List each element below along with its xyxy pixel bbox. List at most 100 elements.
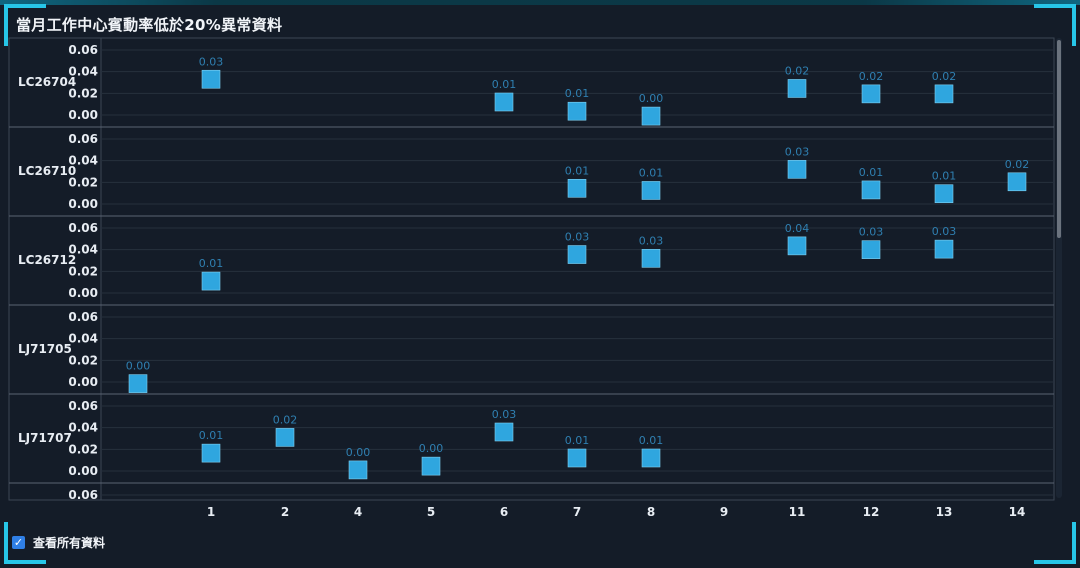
data-point bbox=[641, 181, 661, 200]
data-point bbox=[348, 460, 368, 480]
x-tick-label: 1 bbox=[207, 505, 215, 519]
y-tick-label: 0.06 bbox=[68, 43, 98, 57]
data-point bbox=[787, 236, 807, 256]
data-label: 0.03 bbox=[785, 145, 810, 158]
y-tick-label: 0.00 bbox=[68, 197, 98, 211]
panel-label: LJ71705 bbox=[18, 342, 72, 356]
data-point bbox=[641, 448, 661, 468]
y-tick-label: 0.02 bbox=[68, 175, 98, 189]
y-tick-label: 0.00 bbox=[68, 108, 98, 122]
data-point bbox=[567, 245, 587, 264]
data-point bbox=[861, 240, 881, 259]
show-all-label: 查看所有資料 bbox=[33, 536, 106, 550]
data-point bbox=[934, 239, 954, 259]
data-label: 0.03 bbox=[639, 234, 664, 247]
data-point bbox=[934, 84, 954, 104]
frame-corner-top-right bbox=[1034, 4, 1076, 46]
frame-corner-bottom-left bbox=[4, 522, 46, 564]
frame-top-edge bbox=[0, 0, 1080, 5]
y-tick-label: 0.06 bbox=[68, 399, 98, 413]
y-tick-label: 0.00 bbox=[68, 286, 98, 300]
data-label: 0.03 bbox=[859, 226, 884, 239]
x-tick-label: 7 bbox=[573, 505, 581, 519]
data-point bbox=[934, 184, 954, 204]
y-tick-label: 0.04 bbox=[68, 421, 98, 435]
show-all-toggle[interactable]: ✓ 查看所有資料 bbox=[12, 534, 105, 551]
x-tick-label: 5 bbox=[427, 505, 435, 519]
data-label: 0.00 bbox=[639, 92, 664, 105]
chart-title: 當月工作中心賓動率低於20%異常資料 bbox=[16, 16, 283, 34]
panel-label: LJ71707 bbox=[18, 431, 72, 445]
data-label: 0.03 bbox=[492, 408, 517, 421]
y-tick-label: 0.00 bbox=[68, 464, 98, 478]
data-label: 0.00 bbox=[346, 446, 371, 459]
data-point bbox=[201, 443, 221, 463]
y-tick-label: 0.04 bbox=[68, 243, 98, 257]
data-label: 0.03 bbox=[565, 231, 590, 244]
data-label: 0.03 bbox=[199, 55, 224, 68]
y-tick-label: 0.02 bbox=[68, 86, 98, 100]
data-point bbox=[494, 422, 514, 442]
chart-scrollbar-thumb[interactable] bbox=[1057, 40, 1061, 238]
data-label: 0.01 bbox=[565, 164, 590, 177]
panel-label: LC26704 bbox=[18, 75, 76, 89]
data-label: 0.03 bbox=[932, 225, 957, 238]
data-label: 0.02 bbox=[859, 70, 884, 83]
data-point bbox=[861, 84, 881, 104]
data-label: 0.00 bbox=[126, 360, 151, 373]
data-point bbox=[861, 180, 881, 200]
show-all-checkbox[interactable]: ✓ bbox=[12, 536, 25, 549]
data-point bbox=[128, 374, 148, 393]
panel-label: LC26712 bbox=[18, 253, 76, 267]
data-label: 0.01 bbox=[932, 170, 957, 183]
frame-corner-top-left bbox=[4, 4, 46, 46]
y-tick-label: 0.02 bbox=[68, 264, 98, 278]
x-tick-label: 11 bbox=[789, 505, 806, 519]
plot-border bbox=[8, 37, 1055, 501]
data-label: 0.01 bbox=[565, 87, 590, 100]
data-label: 0.02 bbox=[932, 70, 957, 83]
data-point bbox=[275, 428, 295, 447]
data-label: 0.02 bbox=[1005, 158, 1030, 171]
data-point bbox=[201, 271, 221, 291]
data-point bbox=[1007, 172, 1027, 192]
data-label: 0.01 bbox=[639, 166, 664, 179]
x-tick-label: 14 bbox=[1009, 505, 1026, 519]
data-label: 0.02 bbox=[273, 413, 298, 426]
data-label: 0.01 bbox=[565, 434, 590, 447]
y-tick-label: 0.04 bbox=[68, 65, 98, 79]
chart-scrollbar-track[interactable] bbox=[1056, 38, 1062, 498]
data-point bbox=[787, 160, 807, 179]
data-point bbox=[494, 92, 514, 112]
data-point bbox=[641, 249, 661, 268]
y-tick-label: 0.02 bbox=[68, 353, 98, 367]
x-tick-label: 12 bbox=[863, 505, 880, 519]
y-tick-label: 0.04 bbox=[68, 154, 98, 168]
y-tick-label: 0.06 bbox=[68, 221, 98, 235]
panel-label: LC26710 bbox=[18, 164, 76, 178]
x-tick-label: 8 bbox=[647, 505, 655, 519]
y-tick-label: 0.04 bbox=[68, 332, 98, 346]
x-tick-label: 9 bbox=[720, 505, 728, 519]
x-tick-label: 2 bbox=[281, 505, 289, 519]
y-tick-label: 0.00 bbox=[68, 375, 98, 389]
data-point bbox=[421, 456, 441, 476]
data-label: 0.00 bbox=[419, 442, 444, 455]
data-label: 0.04 bbox=[785, 222, 810, 235]
x-tick-label: 4 bbox=[354, 505, 362, 519]
y-tick-label: 0.06 bbox=[68, 310, 98, 324]
data-label: 0.01 bbox=[199, 257, 224, 270]
frame-corner-bottom-right bbox=[1034, 522, 1076, 564]
data-point bbox=[641, 106, 661, 126]
x-tick-label: 6 bbox=[500, 505, 508, 519]
data-label: 0.01 bbox=[492, 78, 517, 91]
data-point bbox=[201, 69, 221, 89]
data-point bbox=[567, 448, 587, 468]
y-tick-label: 0.06 bbox=[68, 132, 98, 146]
x-tick-label: 13 bbox=[936, 505, 953, 519]
data-label: 0.01 bbox=[199, 429, 224, 442]
data-label: 0.01 bbox=[859, 166, 884, 179]
checkmark-icon: ✓ bbox=[13, 536, 24, 549]
data-point bbox=[567, 101, 587, 121]
